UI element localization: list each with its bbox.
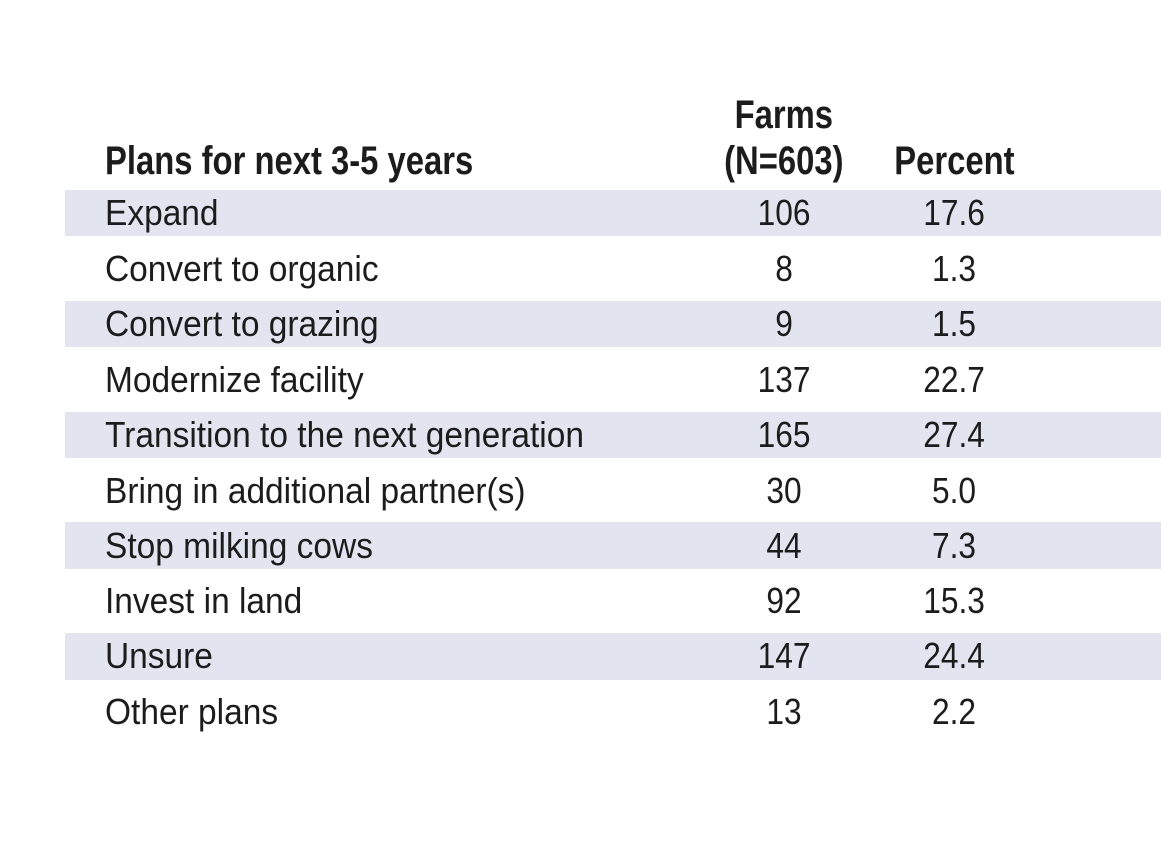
farms-value: 30 [766,469,802,511]
column-header-plans: Plans for next 3-5 years [65,138,699,184]
plan-label-cell: Other plans [65,694,699,730]
farms-value: 44 [766,524,802,566]
plan-label: Modernize facility [105,358,364,400]
plans-header-label: Plans for next 3-5 years [105,139,474,183]
farms-value-cell: 13 [699,694,869,730]
plan-label: Invest in land [105,580,303,622]
table-row: Transition to the next generation 165 27… [65,407,1161,463]
plan-label-cell: Invest in land [65,583,699,619]
percent-value-cell: 2.2 [869,694,1039,730]
plan-label-cell: Unsure [65,638,699,674]
table-row: Stop milking cows 44 7.3 [65,518,1161,574]
plan-label-cell: Transition to the next generation [65,413,699,455]
table-body: Expand 106 17.6 Convert to organic 8 1.3… [65,186,1161,740]
plan-label-cell: Expand [65,195,699,231]
table-row: Invest in land 92 15.3 [65,574,1161,629]
farms-header-line2: (N=603) [724,139,844,183]
farms-value: 8 [775,248,793,290]
farms-value: 92 [766,580,802,622]
percent-value: 2.2 [931,691,977,733]
percent-value-cell: 7.3 [869,524,1039,566]
table-row: Other plans 13 2.2 [65,685,1161,740]
farms-value: 106 [757,192,811,234]
table-row: Convert to organic 8 1.3 [65,241,1161,296]
plan-label: Convert to organic [105,248,379,290]
percent-value-cell: 5.0 [869,469,1039,511]
percent-value: 7.3 [931,524,977,566]
percent-value-cell: 24.4 [869,638,1039,674]
percent-value-cell: 27.4 [869,413,1039,455]
percent-value: 24.4 [923,635,985,677]
plan-label-cell: Convert to grazing [65,302,699,344]
percent-value-cell: 15.3 [869,583,1039,619]
plan-label: Other plans [105,691,279,733]
farms-value-cell: 147 [699,638,869,674]
percent-header-label: Percent [893,139,1015,183]
plans-table: Plans for next 3-5 years Farms (N=603) P… [65,0,1161,740]
table-row: Convert to grazing 9 1.5 [65,296,1161,353]
plan-label-cell: Convert to organic [65,251,699,287]
farms-value: 9 [775,302,793,344]
plan-label: Unsure [105,635,213,677]
column-header-farms: Farms (N=603) [699,92,869,184]
farms-value-cell: 44 [699,524,869,566]
table-row: Unsure 147 24.4 [65,629,1161,685]
farms-header-label: Farms (N=603) [724,92,843,184]
farms-value: 147 [757,635,811,677]
farms-value-cell: 106 [699,195,869,231]
table-header-row: Plans for next 3-5 years Farms (N=603) P… [65,0,1161,186]
percent-value: 17.6 [923,192,985,234]
column-header-percent: Percent [869,138,1039,184]
plan-label: Expand [105,192,219,234]
plan-label: Transition to the next generation [105,413,584,455]
percent-value: 15.3 [923,580,985,622]
farms-value-cell: 30 [699,469,869,511]
plan-label: Stop milking cows [105,524,373,566]
farms-value-cell: 137 [699,358,869,400]
percent-value-cell: 22.7 [869,358,1039,400]
percent-value-cell: 17.6 [869,195,1039,231]
farms-value-cell: 92 [699,583,869,619]
table-row: Expand 106 17.6 [65,186,1161,242]
percent-value: 22.7 [923,358,985,400]
farms-value: 13 [766,691,802,733]
plan-label-cell: Bring in additional partner(s) [65,469,699,511]
percent-value: 27.4 [923,413,985,455]
percent-value: 1.3 [931,248,977,290]
percent-value: 1.5 [931,302,977,344]
farms-header-line1: Farms [734,93,834,137]
farms-value-cell: 165 [699,413,869,455]
table-row: Modernize facility 137 22.7 [65,352,1161,407]
farms-value: 137 [757,358,811,400]
plan-label: Convert to grazing [105,302,379,344]
plan-label-cell: Modernize facility [65,358,699,400]
percent-value-cell: 1.5 [869,302,1039,344]
percent-value-cell: 1.3 [869,251,1039,287]
farms-value: 165 [757,413,811,455]
farms-value-cell: 8 [699,251,869,287]
farms-value-cell: 9 [699,302,869,344]
plan-label: Bring in additional partner(s) [105,469,526,511]
plan-label-cell: Stop milking cows [65,524,699,566]
percent-value: 5.0 [931,469,977,511]
table-row: Bring in additional partner(s) 30 5.0 [65,463,1161,518]
